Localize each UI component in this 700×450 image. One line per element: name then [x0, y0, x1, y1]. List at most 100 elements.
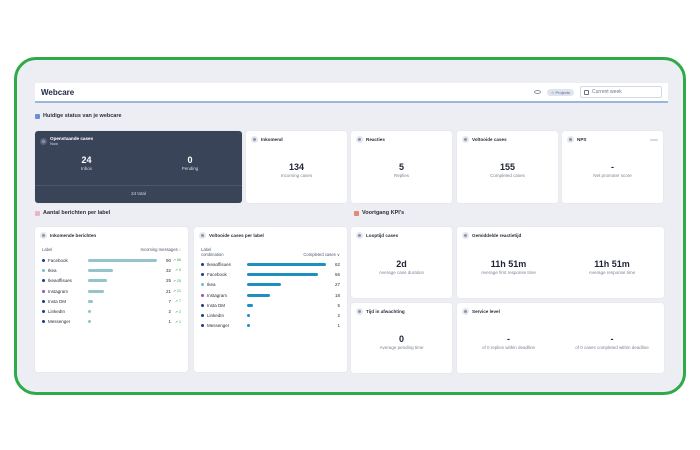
nps-dropdown[interactable]	[650, 138, 658, 141]
date-range-value: Current week	[592, 89, 622, 95]
hourglass-icon	[356, 308, 363, 315]
section-status: Huidige status van je webcare	[35, 113, 122, 119]
replies-value: 5	[398, 162, 404, 172]
incoming-messages-table: Label Incoming messages ↓ Facebook 90 ↗ 66…	[42, 247, 181, 327]
completed-value: 155	[499, 162, 516, 172]
column-header-label: Label	[42, 247, 53, 252]
incoming-card[interactable]: Inkomend 134 Incoming cases	[246, 131, 347, 203]
row-value: 1	[337, 323, 340, 329]
projects-pill[interactable]: ☆ Projects	[546, 88, 574, 96]
bar-fill	[247, 283, 282, 287]
section-messages-label: Aantal berichten per label	[43, 210, 111, 216]
label-color-dot	[201, 262, 204, 266]
visibility-icon[interactable]	[533, 90, 541, 94]
completed-card[interactable]: Voltooide cases 155 Completed cases	[457, 131, 558, 203]
bar-fill	[88, 299, 94, 303]
row-value: 90	[165, 257, 171, 263]
bar-track	[247, 262, 330, 266]
lead-time-label: Average case duration	[379, 270, 424, 275]
table-row[interactable]: Ikeaoffisues 25 ↗ 25	[42, 276, 181, 286]
row-value: 25	[165, 278, 171, 284]
bar-track	[88, 268, 161, 272]
row-value: 7	[168, 298, 171, 304]
inbox-icon	[40, 137, 47, 145]
card-title: Openstaande cases	[50, 136, 94, 141]
bar-track	[247, 293, 330, 297]
reply-deadline-label: of 0 replies within deadline	[481, 345, 536, 350]
table-row[interactable]: LinkedIn 2	[201, 310, 340, 320]
bar-fill	[88, 258, 158, 262]
waiting-card[interactable]: Tijd in afwachting 0 Average pending tim…	[351, 303, 452, 373]
label-color-dot	[42, 268, 45, 272]
pending-label: Pending	[181, 166, 199, 171]
row-label: LinkedIn	[207, 313, 225, 319]
nps-value: -	[611, 162, 614, 172]
card-title: Tijd in afwachting	[366, 309, 405, 314]
chat-icon	[35, 210, 40, 216]
table-row[interactable]: Ikeaoffisues 62	[201, 259, 340, 269]
first-response-label: Average first response time	[481, 270, 536, 275]
bar-track	[88, 258, 161, 262]
page-title: Webcare	[41, 87, 75, 97]
deadline-icon	[462, 308, 469, 315]
bar-fill	[247, 262, 326, 266]
completed-by-label-card: Voltooide cases per label Label combinat…	[194, 227, 347, 372]
case-deadline-value: -	[610, 334, 614, 344]
trend-indicator: ↗ 66	[172, 258, 181, 263]
table-row[interactable]: Ikea 27	[201, 280, 340, 290]
table-row[interactable]: Messenger 1	[201, 321, 340, 331]
bar-fill	[247, 314, 251, 318]
card-subtitle: Now	[50, 141, 59, 146]
table-row[interactable]: Insta DM 5	[201, 300, 340, 310]
row-value: 5	[337, 302, 340, 308]
table-row[interactable]: Facebook 90 ↗ 66	[42, 255, 181, 265]
waiting-label: Average pending time	[379, 345, 424, 350]
open-cases-card[interactable]: Openstaande cases Now 24 Inbox 0 Pending…	[35, 131, 242, 203]
row-value: 32	[165, 267, 171, 273]
avg-response-card[interactable]: Gemiddelde reactietijd 11h 51m Average f…	[457, 227, 664, 298]
replies-card[interactable]: Reacties 5 Replies	[351, 131, 452, 203]
pending-value: 0	[187, 155, 193, 165]
table-row[interactable]: Facebook 56	[201, 269, 340, 279]
column-header-value[interactable]: Completed cases ∨	[303, 252, 340, 257]
row-value: 18	[334, 292, 340, 298]
card-title: Inkomend	[261, 137, 283, 142]
table-row[interactable]: Instagram 18	[201, 290, 340, 300]
column-header-value[interactable]: Incoming messages ↓	[140, 247, 182, 252]
inbox-value: 24	[81, 155, 92, 165]
trend-indicator: ↗ 21	[172, 289, 181, 294]
section-kpis-label: Voortgang KPI's	[362, 210, 405, 216]
label-color-dot	[201, 283, 204, 287]
reply-deadline-value: -	[507, 334, 510, 344]
lead-time-card[interactable]: Looptijd cases 2d Average case duration	[351, 227, 452, 298]
table-row[interactable]: Insta DM 7 ↗ 7	[42, 296, 181, 306]
trend-indicator: ↗ 0	[174, 268, 181, 273]
bar-track	[247, 303, 330, 307]
incoming-messages-card: Inkomende berichten Label Incoming messa…	[35, 227, 188, 372]
incoming-label: Incoming cases	[280, 173, 313, 178]
page-header: Webcare ☆ Projects Current week	[35, 83, 668, 103]
bar-fill	[247, 324, 251, 328]
bar-track	[88, 320, 161, 324]
incoming-icon	[251, 136, 258, 143]
service-level-card[interactable]: Service level - of 0 replies within dead…	[457, 303, 664, 373]
date-range-select[interactable]: Current week	[580, 86, 662, 98]
first-response-value: 11h 51m	[490, 259, 527, 269]
row-label: Ikeaoffisues	[48, 278, 72, 284]
table-row[interactable]: LinkedIn 2 ↗ 2	[42, 306, 181, 316]
row-value: 2	[337, 313, 340, 319]
table-row[interactable]: Instagram 21 ↗ 21	[42, 286, 181, 296]
timer-icon	[462, 232, 469, 239]
table-row[interactable]: Messenger 1 ↗ 1	[42, 317, 181, 327]
table-row[interactable]: Ikea 32 ↗ 0	[42, 265, 181, 275]
bar-track	[88, 299, 161, 303]
label-color-dot	[42, 310, 45, 314]
bar-track	[88, 289, 161, 293]
calendar-icon	[584, 89, 589, 95]
trend-indicator: ↗ 1	[174, 319, 181, 324]
card-title: Gemiddelde reactietijd	[472, 233, 522, 238]
card-title: NPS	[577, 137, 587, 142]
label-color-dot	[42, 299, 45, 303]
bar-fill	[247, 303, 254, 307]
nps-card[interactable]: NPS - Net promoter score	[562, 131, 663, 203]
